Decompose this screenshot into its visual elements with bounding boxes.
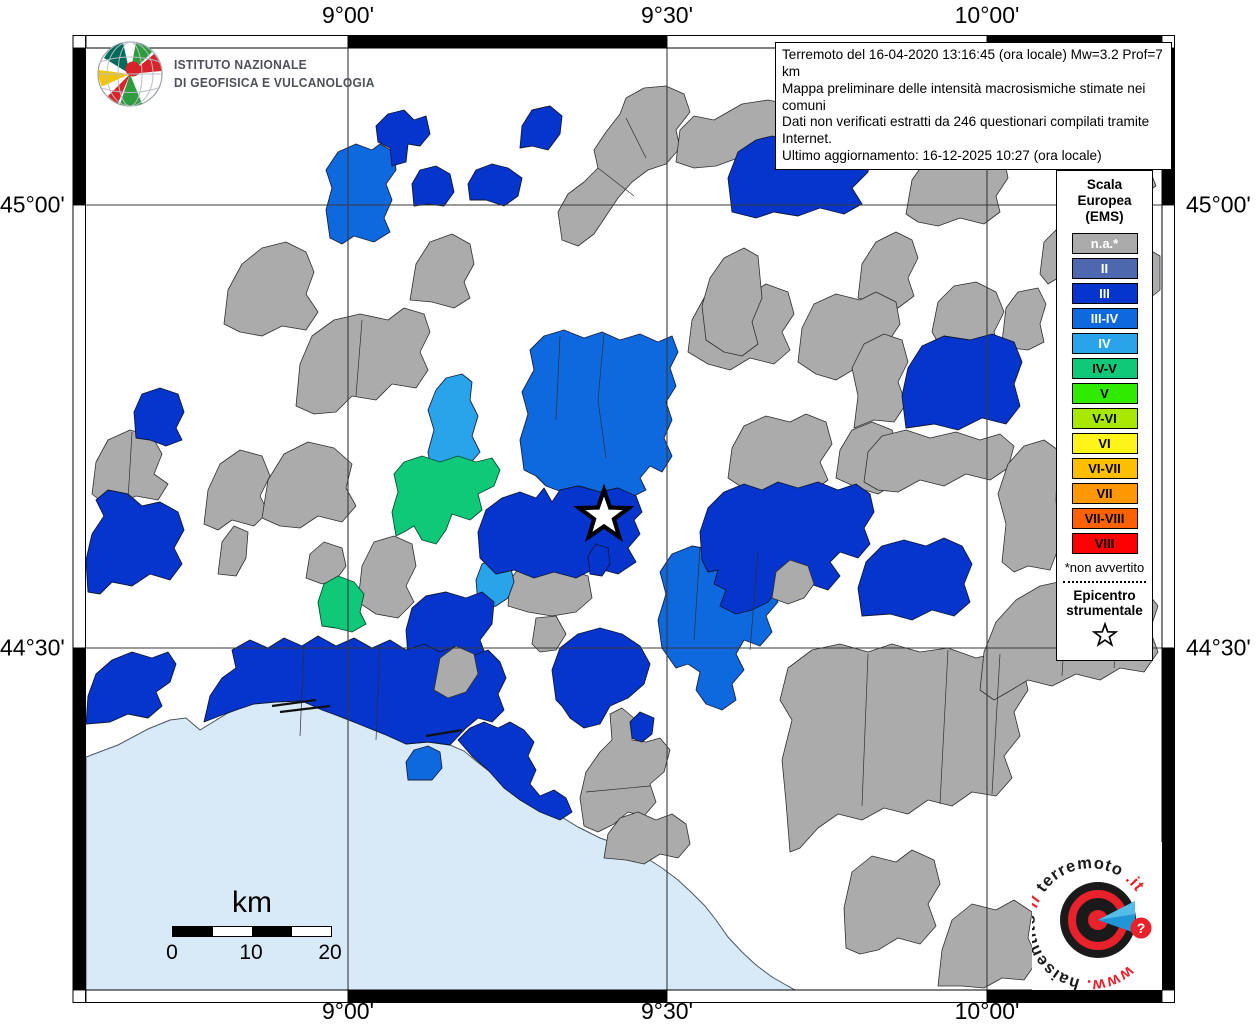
- logo-text-www: www.: [1085, 962, 1138, 990]
- legend-divider: [1063, 581, 1146, 583]
- scale-bar-unit: km: [232, 886, 272, 919]
- port-piers: [271, 698, 463, 738]
- title-line-event: Terremoto del 16-04-2020 13:16:45 (ora l…: [782, 47, 1163, 79]
- ingv-globe-icon: [97, 41, 163, 107]
- title-line-data-source: Dati non verificati estratti da 246 ques…: [782, 114, 1150, 147]
- ems-legend: Scala Europea (EMS) n.a.* II III III-IV IV IV…: [1056, 170, 1153, 661]
- municipalities-iv-v: [317, 455, 501, 633]
- legend-epicenter-line2: strumentale: [1066, 603, 1143, 618]
- title-line-updated: Ultimo aggiornamento: 16-12-2025 10:27 (…: [782, 148, 1102, 164]
- legend-title-line3: (EMS): [1085, 209, 1124, 224]
- legend-swatch-iv: IV: [1071, 333, 1138, 354]
- scale-bar-segments: [172, 926, 332, 937]
- question-badge: [1130, 917, 1152, 939]
- map-title-box: Terremoto del 16-04-2020 13:16:45 (ora l…: [775, 42, 1172, 170]
- legend-swatch-iii: III: [1071, 283, 1138, 304]
- axis-label-bottom-10-00: 10°00': [954, 998, 1020, 1024]
- scale-bar: km 0 10 20: [158, 886, 348, 965]
- scale-tick-0: 0: [166, 941, 178, 964]
- title-line-description: Mappa preliminare delle intensità macros…: [782, 80, 1146, 113]
- legend-items: n.a.* II III III-IV IV IV-V V V-VI VI VI-VII VII VI…: [1061, 233, 1148, 554]
- legend-swatch-iv-v: IV-V: [1071, 358, 1138, 379]
- legend-star-icon: [1091, 621, 1118, 647]
- logo-text-il: il: [1032, 892, 1045, 910]
- axis-label-top-9-00: 9°00': [322, 2, 374, 28]
- scale-tick-10: 10: [239, 941, 263, 964]
- legend-swatch-vi: VI: [1071, 433, 1138, 454]
- axis-label-right-44-30: 44°30': [1186, 634, 1251, 661]
- legend-swatch-vi-vii: VI-VII: [1071, 458, 1138, 479]
- question-mark: ?: [1137, 920, 1146, 936]
- axis-label-top-9-30: 9°30': [641, 2, 693, 28]
- legend-swatch-viii: VIII: [1071, 533, 1138, 554]
- legend-title-line1: Scala: [1086, 177, 1123, 192]
- graticule: [86, 48, 1162, 990]
- axis-label-left-45-00: 45°00': [0, 191, 65, 218]
- logo-text-it: .it: [1122, 869, 1148, 895]
- axis-label-top-10-00: 10°00': [954, 2, 1020, 28]
- ingv-name-line2: DI GEOFISICA E VULCANOLOGIA: [174, 76, 375, 90]
- map-frame: [72, 35, 1175, 1003]
- ingv-logo: ISTITUTO NAZIONALE DI GEOFISICA E VULCAN…: [96, 40, 383, 108]
- legend-swatch-vii: VII: [1071, 483, 1138, 504]
- axis-label-right-45-00: 45°00': [1186, 191, 1251, 218]
- epicenter-star-marker: [573, 483, 635, 543]
- ingv-name-line1: ISTITUTO NAZIONALE: [174, 57, 307, 72]
- scale-tick-20: 20: [318, 941, 342, 964]
- axis-label-left-44-30: 44°30': [0, 634, 65, 661]
- legend-swatch-vii-viii: VII-VIII: [1071, 508, 1138, 529]
- legend-swatch-v: V: [1071, 383, 1138, 404]
- legend-swatch-ii: II: [1071, 258, 1138, 279]
- legend-title-line2: Europea: [1077, 193, 1132, 208]
- haisentitoilterremoto-logo: ? www. haisentito il terremoto .it: [1020, 842, 1162, 995]
- legend-swatch-iii-iv: III-IV: [1071, 308, 1138, 329]
- axis-label-bottom-9-00: 9°00': [322, 998, 374, 1024]
- legend-swatch-v-vi: V-VI: [1071, 408, 1138, 429]
- legend-swatch-n-a-: n.a.*: [1071, 233, 1138, 254]
- legend-epicenter-line1: Epicentro: [1073, 588, 1136, 603]
- axis-label-bottom-9-30: 9°30': [641, 998, 693, 1024]
- legend-footnote: *non avvertito: [1064, 560, 1145, 575]
